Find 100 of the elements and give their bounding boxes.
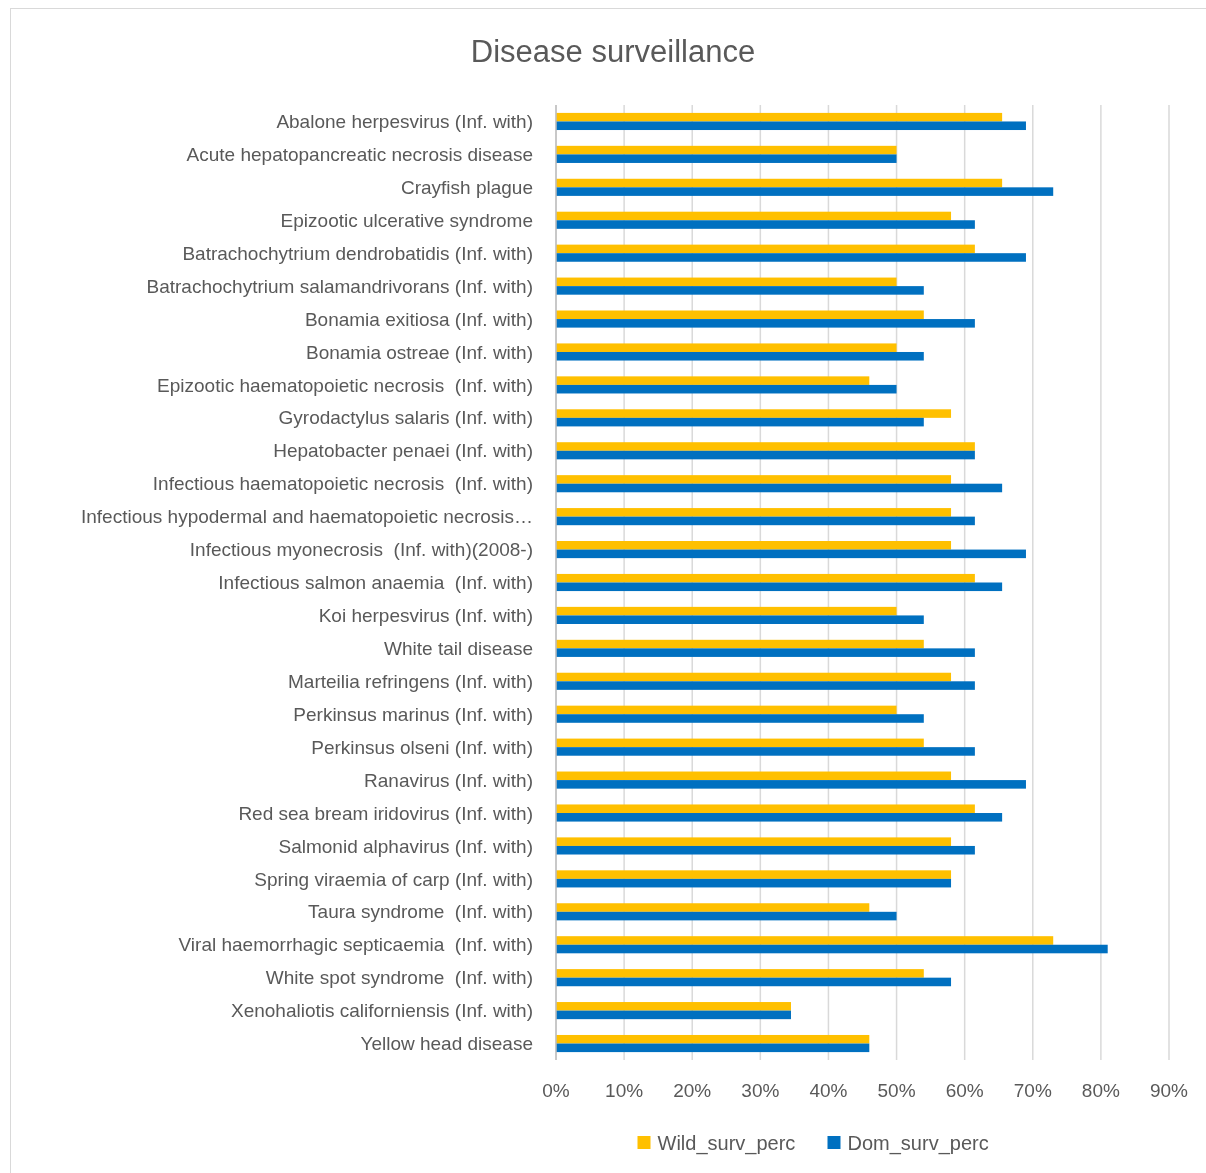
- bar: [556, 944, 1108, 954]
- bar: [556, 541, 952, 550]
- x-tick-label: 20%: [673, 1079, 712, 1101]
- legend-label: Dom_surv_perc: [847, 1132, 989, 1155]
- bar: [556, 516, 975, 526]
- y-tick-label: Bonamia ostreae (Inf. with): [305, 341, 533, 363]
- y-tick-label: Batrachochytrium salamandrivorans (Inf. with): [146, 275, 533, 297]
- bar: [556, 969, 924, 978]
- bar: [556, 286, 924, 295]
- bar: [556, 508, 952, 517]
- x-tick-label: 40%: [809, 1079, 848, 1101]
- x-tick-label: 50%: [877, 1079, 916, 1101]
- legend-label: Wild_surv_perc: [657, 1132, 796, 1155]
- y-tick-label: Batrachochytrium dendrobatidis (Inf. with): [182, 242, 533, 264]
- y-tick-label: Ranavirus (Inf. with): [364, 769, 533, 791]
- y-tick-label: Taura syndrome (Inf. with): [308, 901, 533, 923]
- bar: [556, 771, 952, 781]
- x-tick-label: 80%: [1081, 1079, 1121, 1101]
- bar: [556, 878, 952, 888]
- y-tick-label: Perkinsus olseni (Inf. with): [311, 736, 533, 758]
- y-tick-label: Bonamia exitiosa (Inf. with): [304, 308, 533, 330]
- bar: [556, 582, 1003, 592]
- bar: [556, 681, 975, 690]
- bar: [556, 475, 952, 484]
- bar: [556, 121, 1026, 131]
- bar: [556, 178, 1003, 188]
- y-tick-label: Acute hepatopancreatic necrosis disease: [186, 144, 533, 166]
- bar: [556, 780, 1026, 789]
- bar: [556, 648, 975, 657]
- bar: [556, 936, 1054, 945]
- bar: [556, 573, 975, 583]
- y-tick-label: Salmonid alphavirus (Inf. with): [278, 835, 533, 857]
- y-tick-label: Red sea bream iridovirus (Inf. with): [238, 802, 533, 824]
- bar: [556, 672, 952, 682]
- bar: [556, 343, 897, 352]
- bar: [556, 417, 924, 427]
- y-tick-label: Epizootic haematopoietic necrosis (Inf. with): [157, 374, 533, 396]
- bar: [556, 145, 897, 155]
- y-tick-label: Koi herpesvirus (Inf. with): [318, 605, 533, 627]
- bar: [556, 483, 1003, 493]
- bar: [556, 253, 1026, 262]
- bar: [556, 1002, 791, 1011]
- y-tick-label: Viral haemorrhagic septicaemia (Inf. with): [178, 934, 533, 956]
- y-tick-label: Marteilia refringens (Inf. with): [288, 670, 533, 692]
- bar: [556, 804, 975, 814]
- bar: [556, 310, 924, 320]
- bar: [556, 244, 975, 254]
- y-tick-label: Gyrodactylus salaris (Inf. with): [278, 407, 533, 429]
- y-tick-label: Perkinsus marinus (Inf. with): [293, 703, 533, 725]
- bar: [556, 615, 924, 624]
- y-tick-label: Infectious hypodermal and haematopoietic necrosis…: [80, 506, 533, 528]
- x-tick-label: 10%: [605, 1079, 644, 1101]
- bar: [556, 911, 897, 921]
- bar: [556, 450, 975, 460]
- bar: [556, 1010, 791, 1020]
- bar: [556, 376, 870, 385]
- y-tick-label: Infectious haematopoietic necrosis (Inf. with): [152, 473, 533, 495]
- bar: [556, 319, 975, 328]
- x-tick-label: 70%: [1013, 1079, 1052, 1101]
- y-tick-label: Spring viraemia of carp (Inf. with): [254, 868, 533, 890]
- y-tick-label: Epizootic ulcerative syndrome: [280, 209, 533, 231]
- bar: [556, 870, 952, 879]
- bar: [556, 442, 975, 451]
- bar: [556, 747, 975, 756]
- bar: [556, 384, 897, 394]
- x-tick-label: 60%: [945, 1079, 984, 1101]
- bar: [556, 112, 1003, 122]
- bar: [556, 903, 870, 912]
- y-tick-label: White tail disease: [384, 638, 533, 660]
- y-tick-label: Yellow head disease: [360, 1033, 533, 1055]
- bar: [556, 277, 897, 287]
- bar: [556, 606, 897, 616]
- bar: [556, 813, 1003, 822]
- bar: [556, 837, 952, 846]
- y-tick-label: Hepatobacter penaei (Inf. with): [273, 440, 533, 462]
- bar: [556, 154, 897, 163]
- bar: [556, 639, 924, 649]
- y-tick-label: White spot syndrome (Inf. with): [265, 967, 533, 989]
- bar: [556, 714, 924, 723]
- bar: [556, 549, 1026, 559]
- x-tick-label: 0%: [542, 1079, 570, 1101]
- bar: [556, 977, 952, 987]
- y-tick-label: Abalone herpesvirus (Inf. with): [276, 111, 533, 133]
- bar: [556, 738, 924, 748]
- bar: [556, 1034, 870, 1044]
- x-tick-label: 90%: [1149, 1079, 1189, 1101]
- y-tick-label: Infectious salmon anaemia (Inf. with): [218, 572, 533, 594]
- y-tick-label: Infectious myonecrosis (Inf. with)(2008-): [189, 539, 533, 561]
- x-tick-label: 30%: [741, 1079, 780, 1101]
- y-tick-label: Crayfish plague: [400, 176, 533, 198]
- bar: [556, 220, 975, 229]
- bar: [556, 409, 952, 418]
- bar: [556, 845, 975, 855]
- bar: [556, 211, 952, 221]
- y-tick-label: Xenohaliotis californiensis (Inf. with): [230, 1000, 533, 1022]
- bar: [556, 187, 1054, 196]
- chart-title: Disease surveillance: [470, 34, 756, 69]
- bar: [556, 1043, 870, 1053]
- bar: [556, 705, 897, 715]
- bar: [556, 351, 924, 361]
